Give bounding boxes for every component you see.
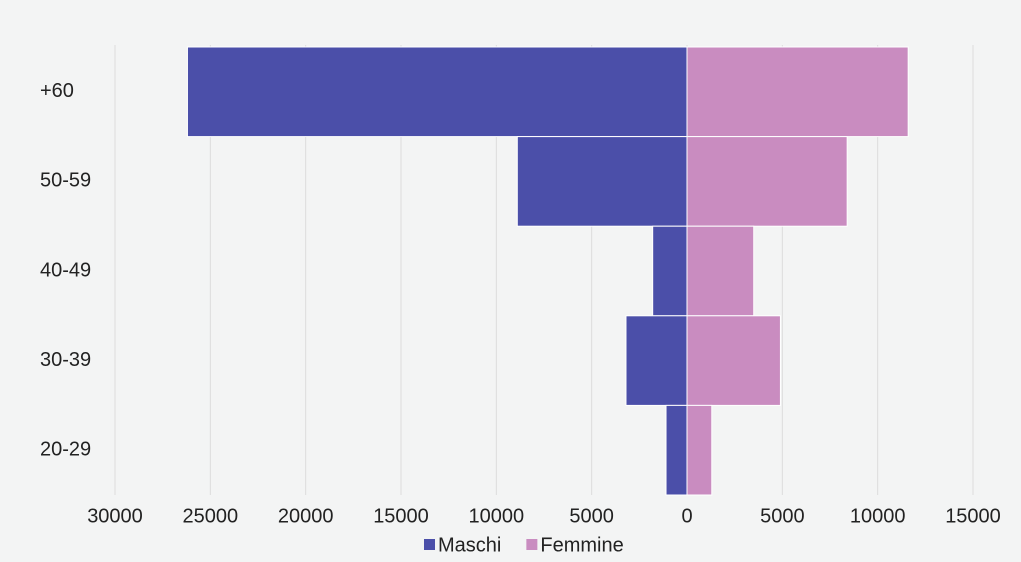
y-tick-label: +60	[40, 80, 74, 102]
bar	[686, 136, 848, 227]
x-tick-label: 5000	[760, 505, 805, 527]
y-tick-label: 50-59	[40, 170, 91, 192]
y-tick-label: 30-39	[40, 349, 91, 371]
x-tick-label: 15000	[373, 505, 429, 527]
x-tick-label: 15000	[945, 505, 1001, 527]
bar	[686, 46, 909, 138]
bar	[186, 46, 688, 138]
bar	[516, 136, 688, 227]
x-tick-label: 0	[681, 505, 692, 527]
bar	[686, 404, 713, 496]
x-tick-label: 10000	[850, 505, 906, 527]
legend-swatch	[526, 539, 538, 550]
x-tick-label: 25000	[183, 505, 239, 527]
x-tick-label: 5000	[569, 505, 614, 527]
x-tick-label: 20000	[278, 505, 334, 527]
bar	[665, 404, 688, 496]
legend-label: Maschi	[438, 534, 501, 556]
legend-swatch	[424, 539, 435, 550]
bar	[686, 315, 781, 406]
x-tick-label: 30000	[87, 505, 143, 527]
y-tick-label: 20-29	[40, 438, 91, 460]
y-tick-label: 40-49	[40, 259, 91, 281]
bar	[686, 225, 755, 317]
legend-label: Femmine	[540, 534, 623, 556]
x-tick-label: 10000	[469, 505, 525, 527]
bar	[652, 225, 688, 317]
bar	[625, 315, 688, 406]
